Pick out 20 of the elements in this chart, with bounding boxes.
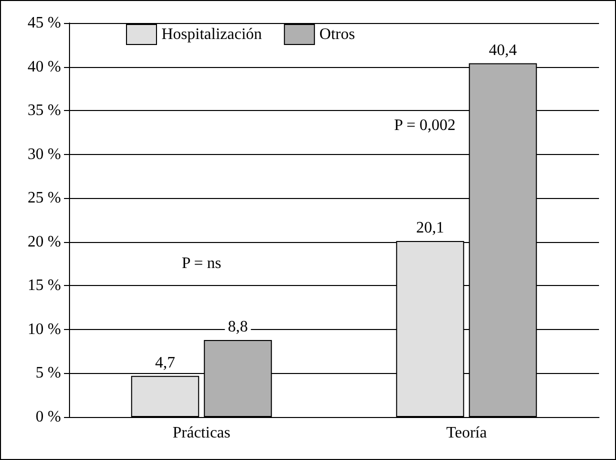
annotation: P = 0,002 [394, 116, 456, 134]
legend-label: Otros [319, 26, 355, 43]
legend-label: Hospitalización [162, 26, 262, 43]
y-tick-label: 15 % [28, 277, 61, 294]
annotation: P = ns [182, 254, 222, 272]
y-tick-label: 5 % [36, 364, 61, 382]
y-tick-label: 45 % [28, 14, 61, 32]
y-tick-label: 20 % [28, 233, 61, 250]
y-tick-label: 40 % [28, 58, 61, 76]
y-tick-label: 10 % [28, 320, 61, 338]
data-label: 20,1 [416, 220, 444, 237]
x-tick-label: Prácticas [172, 424, 230, 442]
data-label: 40,4 [488, 42, 517, 59]
y-tick-label: 35 % [28, 102, 61, 120]
y-tick-label: 0 % [36, 408, 61, 426]
data-label: 8,8 [228, 318, 248, 336]
y-tick-label: 25 % [28, 190, 61, 207]
y-tick-label: 30 % [28, 146, 61, 163]
x-tick-label: Teoría [446, 424, 487, 442]
data-label: 4,7 [155, 354, 176, 372]
